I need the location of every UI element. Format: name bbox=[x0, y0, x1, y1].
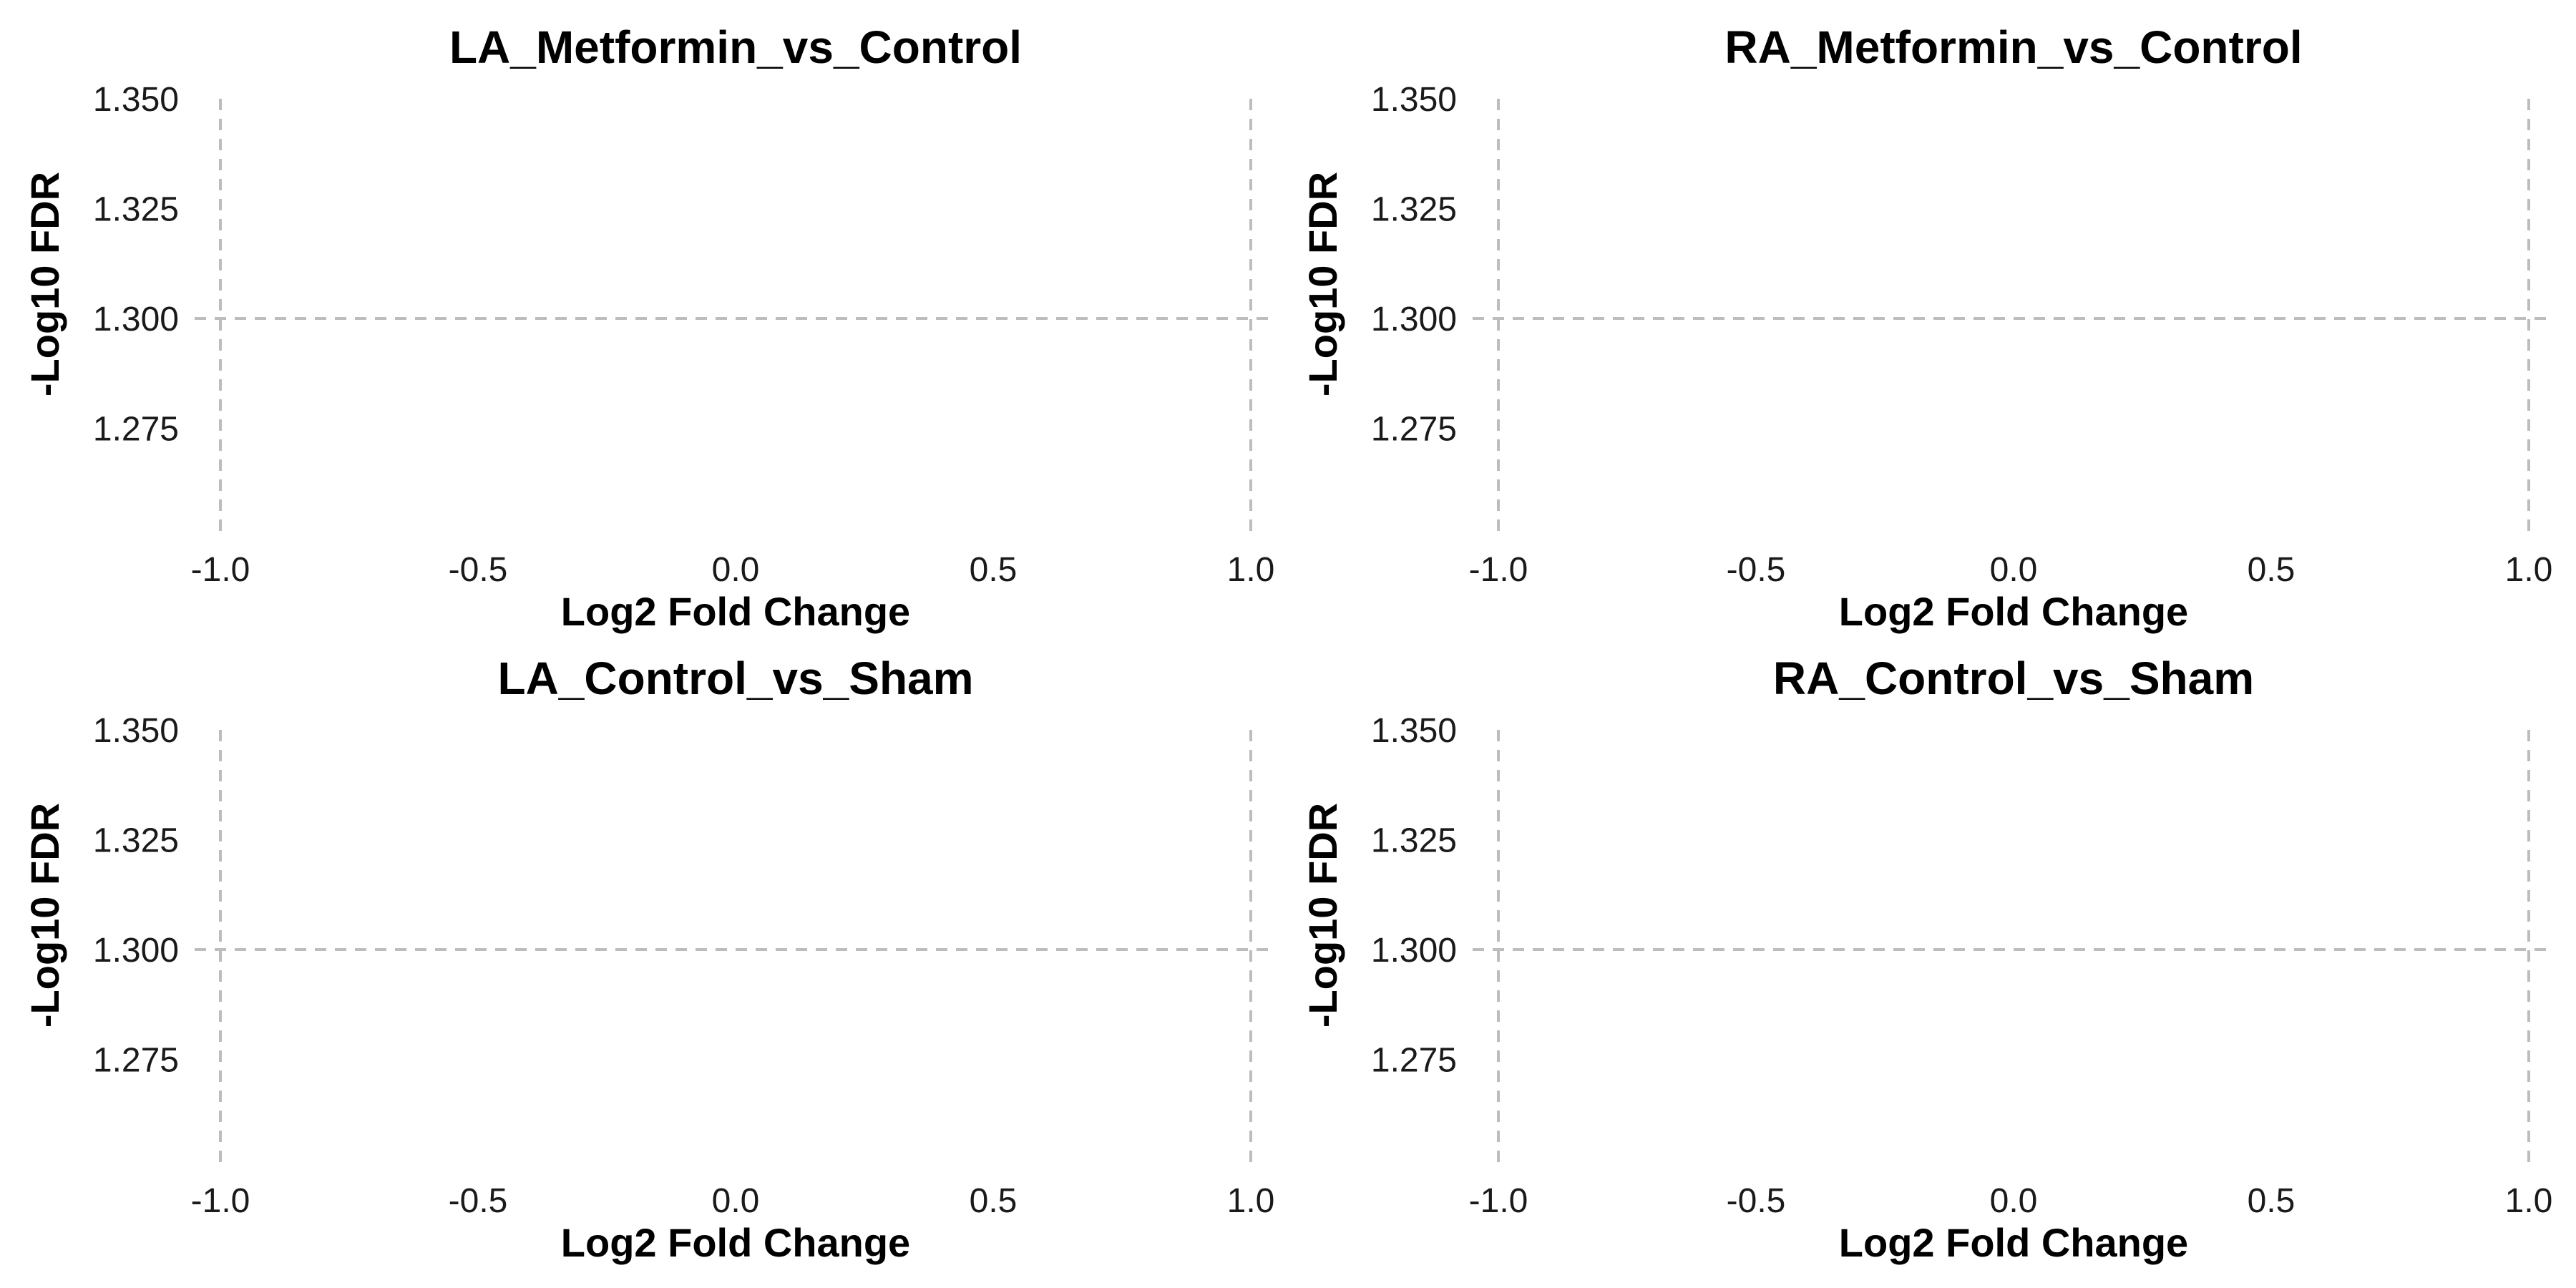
y-tick-label: 1.300 bbox=[93, 932, 179, 970]
x-tick-label: 0.5 bbox=[970, 1182, 1018, 1220]
y-axis-label: -Log10 FDR bbox=[22, 172, 67, 396]
x-tick-label: -0.5 bbox=[449, 1182, 508, 1220]
x-tick-label: -1.0 bbox=[191, 551, 250, 589]
y-tick-label: 1.275 bbox=[93, 411, 179, 449]
x-tick-label: -1.0 bbox=[1469, 551, 1528, 589]
y-tick-label: 1.325 bbox=[93, 822, 179, 860]
panel-title: RA_Metformin_vs_Control bbox=[1724, 21, 2302, 73]
x-axis-label: Log2 Fold Change bbox=[561, 589, 910, 634]
x-tick-label: 1.0 bbox=[2505, 1182, 2553, 1220]
x-tick-label: -0.5 bbox=[449, 551, 508, 589]
volcano-panel: RA_Control_vs_Sham -1.0 -0.5 0.0 0.5 1.0 1.275… bbox=[1300, 653, 2555, 1265]
panel-title: LA_Metformin_vs_Control bbox=[449, 21, 1022, 73]
y-tick-label: 1.325 bbox=[1371, 191, 1457, 229]
x-axis-label: Log2 Fold Change bbox=[1839, 589, 2188, 634]
x-tick-label: 0.5 bbox=[2248, 1182, 2296, 1220]
panel-title: RA_Control_vs_Sham bbox=[1773, 653, 2254, 704]
x-tick-label: 1.0 bbox=[2505, 551, 2553, 589]
x-tick-label: 0.5 bbox=[970, 551, 1018, 589]
x-axis-label: Log2 Fold Change bbox=[561, 1220, 910, 1265]
x-tick-label: -1.0 bbox=[191, 1182, 250, 1220]
volcano-panel: LA_Metformin_vs_Control -1.0 -0.5 0.0 0.5 1.0… bbox=[22, 21, 1277, 634]
y-tick-label: 1.350 bbox=[1371, 712, 1457, 750]
x-tick-label: 0.0 bbox=[712, 1182, 760, 1220]
x-axis-label: Log2 Fold Change bbox=[1839, 1220, 2188, 1265]
y-tick-label: 1.350 bbox=[93, 81, 179, 119]
panel-title: LA_Control_vs_Sham bbox=[497, 653, 973, 704]
x-tick-label: 0.0 bbox=[1990, 551, 2038, 589]
x-tick-label: 0.5 bbox=[2248, 551, 2296, 589]
x-tick-label: 0.0 bbox=[1990, 1182, 2038, 1220]
y-tick-label: 1.275 bbox=[1371, 1042, 1457, 1080]
x-tick-label: 1.0 bbox=[1227, 1182, 1275, 1220]
x-tick-label: 1.0 bbox=[1227, 551, 1275, 589]
y-tick-label: 1.325 bbox=[93, 191, 179, 229]
y-tick-label: 1.350 bbox=[1371, 81, 1457, 119]
y-axis-label: -Log10 FDR bbox=[1300, 172, 1345, 396]
x-tick-label: 0.0 bbox=[712, 551, 760, 589]
volcano-panel: RA_Metformin_vs_Control -1.0 -0.5 0.0 0.5 1.0… bbox=[1300, 21, 2555, 634]
y-tick-label: 1.325 bbox=[1371, 822, 1457, 860]
x-tick-label: -0.5 bbox=[1727, 551, 1786, 589]
x-tick-label: -0.5 bbox=[1727, 1182, 1786, 1220]
y-tick-label: 1.275 bbox=[1371, 411, 1457, 449]
volcano-panel: LA_Control_vs_Sham -1.0 -0.5 0.0 0.5 1.0 1.275… bbox=[22, 653, 1277, 1265]
y-tick-label: 1.275 bbox=[93, 1042, 179, 1080]
y-tick-label: 1.300 bbox=[1371, 932, 1457, 970]
y-axis-label: -Log10 FDR bbox=[22, 803, 67, 1028]
x-tick-label: -1.0 bbox=[1469, 1182, 1528, 1220]
y-tick-label: 1.350 bbox=[93, 712, 179, 750]
y-tick-label: 1.300 bbox=[1371, 301, 1457, 338]
y-axis-label: -Log10 FDR bbox=[1300, 803, 1345, 1028]
y-tick-label: 1.300 bbox=[93, 301, 179, 338]
